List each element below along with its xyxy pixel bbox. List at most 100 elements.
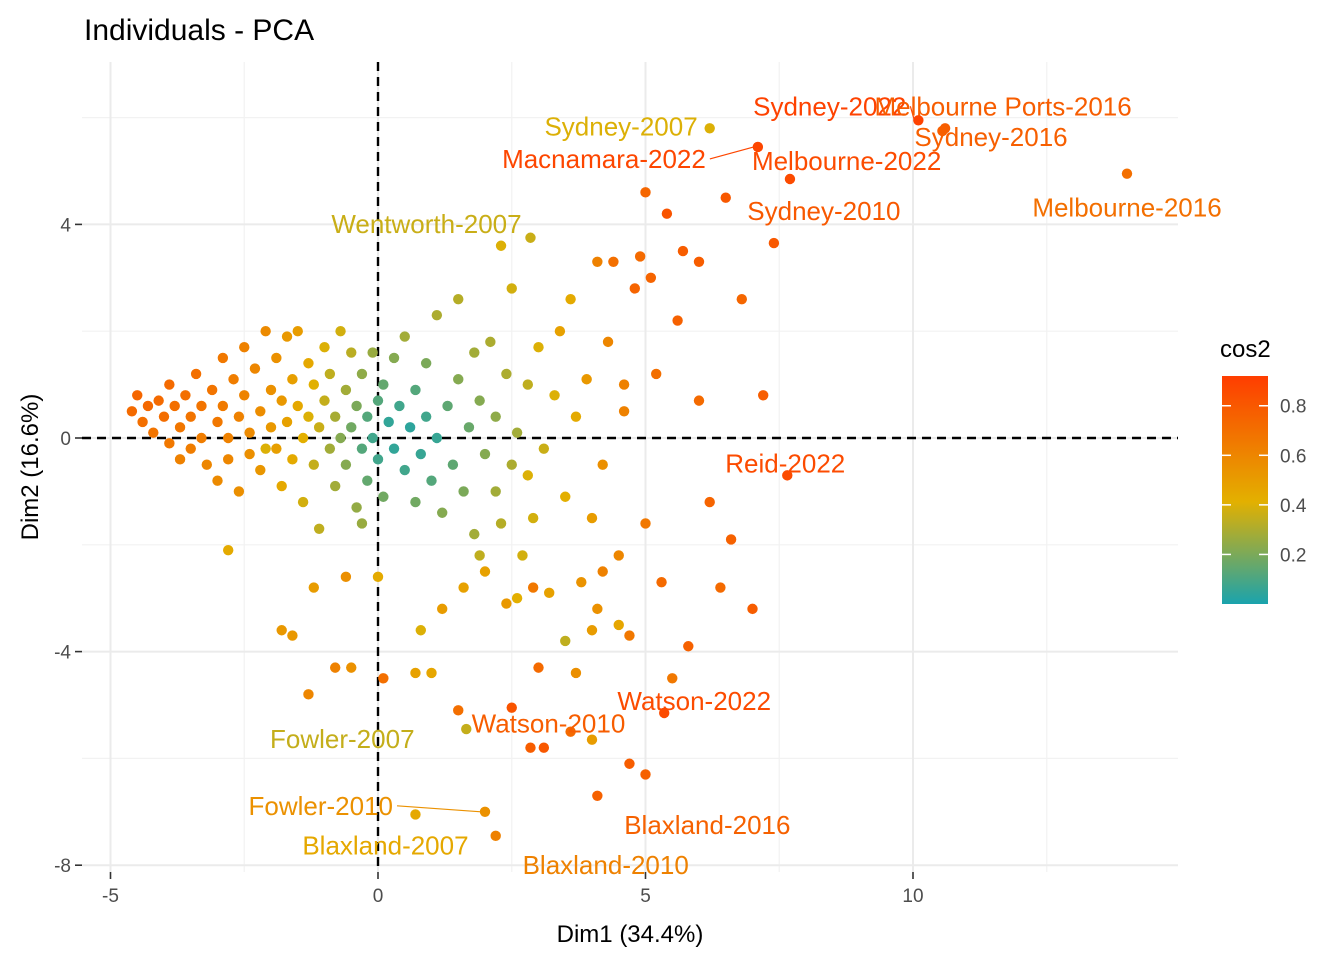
data-point (164, 438, 175, 449)
data-point (351, 400, 362, 412)
data-point (447, 459, 459, 470)
y-tick-label: 4 (60, 215, 71, 236)
data-point (613, 619, 624, 631)
data-point (212, 475, 223, 486)
labeled-data-point (782, 470, 793, 481)
point-label: Fowler-2010 (248, 791, 393, 821)
data-point (469, 528, 480, 540)
point-label: Melbourne-2022 (752, 146, 941, 176)
data-point (346, 422, 357, 433)
data-point (372, 571, 384, 583)
data-point (233, 486, 245, 497)
data-point (629, 283, 640, 294)
data-point (126, 406, 138, 417)
data-point (656, 576, 667, 588)
data-point (356, 368, 368, 380)
data-point (148, 427, 159, 438)
data-point (501, 368, 512, 380)
data-point (233, 411, 245, 422)
data-point (538, 742, 550, 753)
data-point (335, 432, 346, 444)
data-point (544, 587, 555, 599)
data-point (383, 416, 394, 428)
data-point (287, 454, 298, 465)
data-point (372, 454, 384, 465)
data-point (287, 374, 298, 385)
data-point (453, 705, 464, 716)
data-point (367, 347, 378, 358)
data-point (410, 496, 421, 508)
data-point (485, 336, 496, 348)
data-point (303, 358, 314, 369)
data-point (618, 406, 630, 417)
data-point (495, 240, 507, 251)
labeled-data-point (937, 125, 948, 137)
data-point (522, 470, 533, 481)
data-point (223, 432, 234, 444)
point-label: Sydney-2010 (747, 196, 900, 226)
data-point (661, 208, 673, 219)
data-point (479, 448, 491, 460)
data-point (281, 331, 293, 342)
color-legend: cos2 0.2 0.4 0.6 0.8 (1220, 336, 1307, 604)
data-point (265, 384, 277, 396)
data-point (410, 667, 421, 679)
legend-title: cos2 (1220, 336, 1271, 363)
data-point (308, 379, 319, 390)
data-point (640, 187, 651, 198)
data-point (185, 443, 196, 454)
data-point (426, 667, 437, 679)
data-point (142, 400, 154, 412)
data-point (185, 411, 196, 422)
data-point (378, 673, 389, 684)
data-point (281, 416, 293, 428)
data-point (431, 432, 443, 444)
data-point (255, 406, 266, 417)
labeled-data-point (913, 115, 924, 126)
y-axis-title: Dim2 (16.6%) (17, 394, 44, 541)
data-point (506, 459, 517, 470)
data-point (677, 245, 689, 257)
data-point (693, 395, 705, 406)
data-point (758, 390, 769, 401)
data-point (378, 379, 389, 390)
data-point (522, 379, 533, 390)
point-label: Blaxland-2016 (624, 810, 790, 840)
label-leader-line (909, 106, 915, 121)
data-point (442, 400, 453, 412)
data-point (613, 550, 624, 561)
data-point (410, 384, 421, 396)
point-label: Macnamara-2022 (502, 144, 706, 174)
data-point (271, 352, 282, 364)
x-axis: -5 0 5 10 (102, 872, 924, 907)
point-label: Sydney-2007 (544, 111, 697, 141)
data-point (576, 576, 587, 588)
data-point (399, 464, 410, 476)
data-point (640, 518, 651, 529)
data-point (453, 374, 464, 385)
data-point (747, 603, 758, 615)
data-point (592, 603, 603, 615)
data-point (319, 342, 330, 353)
data-point (330, 411, 341, 422)
data-point (362, 475, 373, 486)
data-point (560, 491, 571, 502)
data-point (287, 630, 298, 641)
data-point (201, 459, 212, 470)
x-axis-title: Dim1 (34.4%) (557, 921, 704, 948)
data-point (276, 480, 287, 492)
data-point (479, 566, 491, 577)
data-point (651, 368, 662, 380)
data-point (249, 363, 261, 374)
data-point (586, 512, 598, 524)
data-point (346, 347, 357, 358)
data-point (313, 523, 325, 534)
label-leader-line (396, 805, 482, 813)
data-point (511, 593, 523, 604)
data-point (506, 283, 517, 294)
data-point (190, 368, 202, 380)
data-point (164, 379, 175, 390)
data-point (378, 491, 389, 502)
data-point (276, 395, 287, 406)
data-point (362, 411, 373, 422)
